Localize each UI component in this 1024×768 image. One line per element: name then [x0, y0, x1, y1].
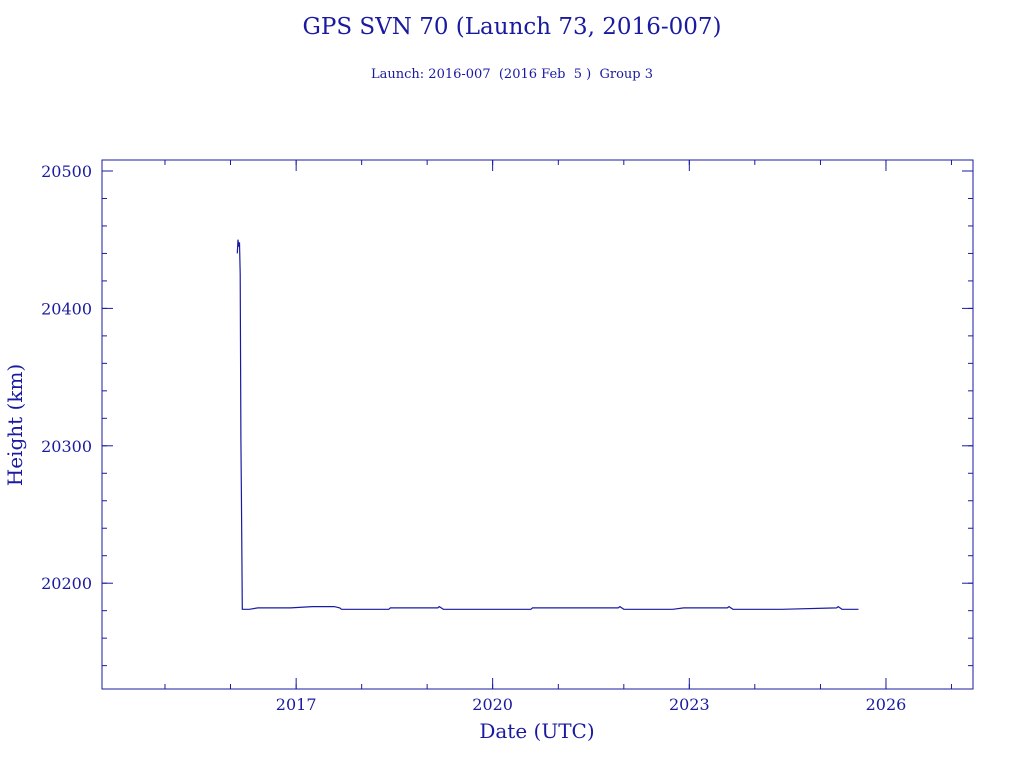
x-tick-label: 2026: [866, 695, 907, 714]
x-tick-label: 2017: [276, 695, 317, 714]
height-series-line: [236, 239, 859, 610]
y-axis-label: Height (km): [3, 364, 27, 486]
x-axis-label: Date (UTC): [479, 719, 594, 743]
y-tick-label: 20400: [41, 299, 92, 318]
y-tick-label: 20200: [41, 574, 92, 593]
plot-frame: [101, 159, 974, 690]
y-tick-label: 20500: [41, 162, 92, 181]
series-layer: [236, 239, 859, 610]
ticks-layer: 2017 2020 2023 2026 20200 20300 20400 20500: [41, 160, 973, 714]
x-tick-label: 2020: [472, 695, 513, 714]
chart-subtitle: Launch: 2016-007 (2016 Feb 5 ) Group 3: [371, 67, 653, 82]
chart-title: GPS SVN 70 (Launch 73, 2016-007): [302, 14, 722, 40]
y-tick-label: 20300: [41, 437, 92, 456]
x-tick-label: 2023: [669, 695, 710, 714]
